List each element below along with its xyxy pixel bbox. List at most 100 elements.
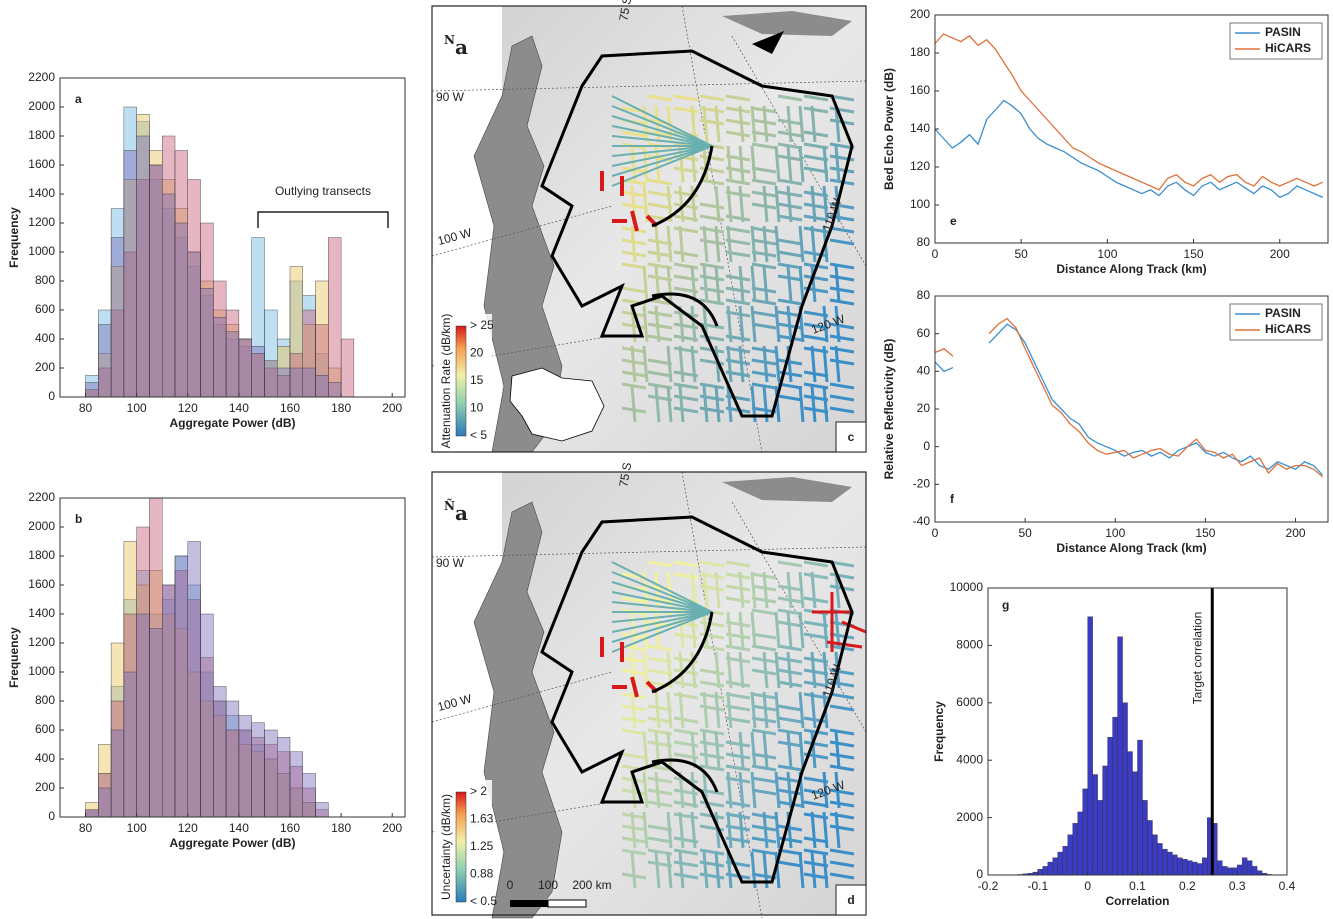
graticule-line [431, 546, 867, 558]
histogram-bar [289, 367, 303, 398]
y-tick-label: 10000 [950, 580, 984, 594]
histogram-bar [238, 338, 252, 398]
x-tick-label: 180 [331, 821, 351, 835]
radar-track [810, 651, 817, 689]
radar-track [810, 345, 817, 383]
radar-track [750, 105, 757, 143]
graticule-line [431, 80, 867, 92]
radar-track [702, 225, 709, 263]
radar-track [666, 731, 673, 769]
histogram-bar [1182, 859, 1188, 876]
radar-track [798, 571, 805, 609]
radar-track [611, 125, 713, 147]
radar-track [751, 142, 777, 150]
radar-track [834, 345, 841, 383]
axes-frame [59, 497, 406, 818]
data-line [988, 323, 1324, 476]
y-tick-label: 80 [917, 235, 931, 249]
annotation: Outlying transects [275, 184, 371, 198]
data-line [934, 361, 954, 373]
map-title-symbol: N [444, 33, 455, 47]
panel-letter: f [950, 492, 955, 506]
radar-track [829, 812, 855, 820]
radar-track [725, 752, 751, 760]
histogram-bar [302, 367, 316, 398]
x-tick-label: 0.1 [1129, 879, 1146, 893]
radar-track [751, 370, 777, 378]
radar-track [829, 800, 855, 808]
rock-outcrop [722, 477, 852, 502]
radar-track [774, 225, 781, 263]
radar-track [726, 305, 733, 343]
radar-track [678, 651, 685, 689]
histogram-bar [162, 193, 176, 398]
y-tick-label: 200 [35, 360, 55, 374]
histogram-bar [277, 737, 291, 818]
radar-track [714, 105, 721, 143]
radar-track [822, 651, 829, 689]
colorbar-label: 20 [470, 346, 484, 360]
histogram-bar [1256, 870, 1263, 876]
radar-track [725, 106, 751, 114]
histogram-bar [340, 338, 355, 398]
radar-track [829, 824, 855, 832]
histogram-bar [213, 686, 227, 818]
histogram-bar [1112, 716, 1118, 876]
x-tick-label: 100 [1097, 247, 1117, 261]
radar-track [714, 851, 721, 889]
y-tick-label: -20 [913, 477, 931, 491]
y-tick-label: 200 [910, 7, 930, 21]
radar-track [678, 771, 685, 809]
radar-track [726, 851, 733, 889]
radar-track [751, 632, 777, 640]
histogram-bar [1102, 765, 1108, 876]
radar-track [786, 611, 793, 649]
radar-track [621, 346, 647, 354]
radar-track [774, 305, 781, 343]
histogram-bar [328, 382, 342, 398]
y-tick-label: 1000 [28, 244, 55, 258]
histogram-bar [238, 715, 252, 818]
radar-track [678, 185, 685, 223]
radar-track [611, 145, 713, 177]
radar-track [777, 704, 803, 712]
y-tick-label: 800 [35, 273, 55, 287]
radar-track [829, 262, 855, 270]
radar-track [751, 668, 777, 676]
radar-track [726, 345, 733, 383]
graticule-label: 75 S [616, 461, 634, 488]
histogram-bar [1047, 861, 1053, 876]
radar-track [673, 572, 699, 580]
radar-track [673, 226, 699, 234]
histogram-bar [174, 222, 188, 398]
colorbar-label: 10 [470, 401, 484, 415]
radar-track [725, 298, 751, 306]
map-title: Ña [444, 498, 468, 525]
radar-track [762, 345, 769, 383]
histogram-bar [264, 360, 278, 398]
radar-track [702, 731, 709, 769]
histogram-bar [1057, 851, 1063, 876]
histogram-bar [1092, 774, 1098, 876]
radar-track [726, 691, 733, 729]
radar-track [654, 851, 661, 889]
radar-track [666, 265, 673, 303]
radar-track [829, 346, 855, 354]
radar-track [803, 800, 829, 808]
radar-track [666, 851, 673, 889]
histogram-bar [187, 541, 201, 818]
legend-label: PASIN [1265, 306, 1301, 320]
radar-track [666, 691, 673, 729]
radar-track [690, 265, 697, 303]
radar-track [611, 95, 713, 147]
radar-track [673, 728, 699, 736]
x-tick-label: 180 [331, 401, 351, 415]
radar-track [829, 106, 855, 114]
y-axis-label: Relative Reflectivity (dB) [882, 339, 896, 480]
y-axis-label: Frequency [7, 207, 21, 268]
radar-track [647, 322, 673, 330]
radar-track [810, 185, 817, 223]
x-tick-label: 0 [1084, 879, 1091, 893]
scalebar-black [510, 900, 548, 907]
